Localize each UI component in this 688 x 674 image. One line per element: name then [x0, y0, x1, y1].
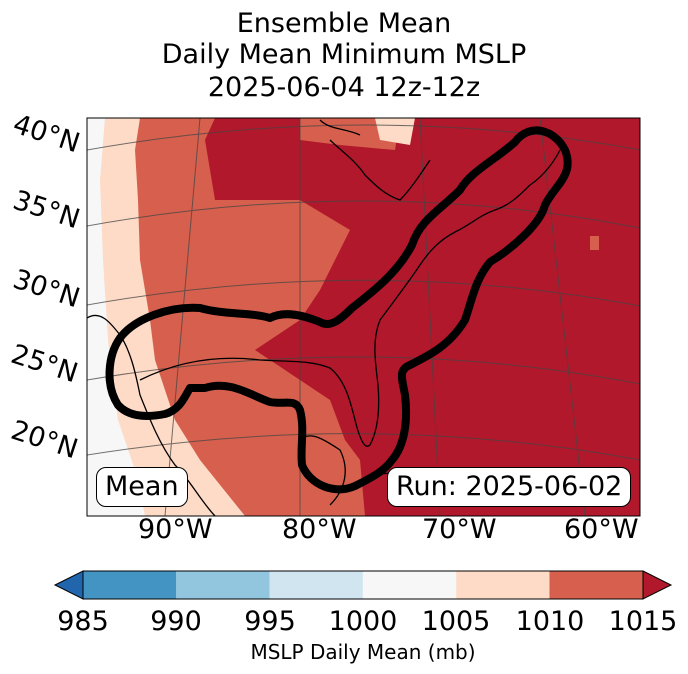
colorbar-under-arrow — [53, 570, 84, 600]
run-date-box: Run: 2025-06-02 — [387, 467, 632, 507]
lon-label-80w: 80°W — [282, 514, 357, 545]
colorbar-tick: 995 — [244, 606, 296, 637]
colorbar-over-arrow — [642, 570, 673, 600]
field-1005 — [87, 118, 245, 516]
colorbar-tick: 1005 — [421, 606, 491, 637]
map-frame — [86, 117, 641, 517]
colorbar-segment — [456, 571, 550, 599]
field-1010-spot — [590, 236, 599, 250]
field-1000 — [87, 118, 145, 516]
colorbar-tick: 985 — [57, 606, 109, 637]
colorbar-tick: 1000 — [328, 606, 398, 637]
colorbar-segment — [176, 571, 270, 599]
colorbar — [53, 570, 673, 600]
colorbar-tick: 990 — [150, 606, 202, 637]
colorbar-segment — [549, 571, 643, 599]
lon-label-70w: 70°W — [422, 514, 497, 545]
colorbar-tick: 1010 — [515, 606, 585, 637]
title-line-3: 2025-06-04 12z-12z — [207, 72, 481, 103]
colorbar-segment — [83, 571, 177, 599]
lon-label-60w: 60°W — [564, 514, 639, 545]
title-line-1: Ensemble Mean — [236, 8, 452, 39]
lon-label-90w: 90°W — [138, 514, 213, 545]
ensemble-mean-contour — [105, 126, 572, 494]
mean-label-box: Mean — [96, 467, 188, 507]
colorbar-segment — [362, 571, 457, 599]
colorbar-tick: 1015 — [608, 606, 678, 637]
colorbar-segment — [269, 571, 363, 599]
colorbar-label: MSLP Daily Mean (mb) — [250, 640, 476, 664]
title-line-2: Daily Mean Minimum MSLP — [161, 39, 527, 70]
